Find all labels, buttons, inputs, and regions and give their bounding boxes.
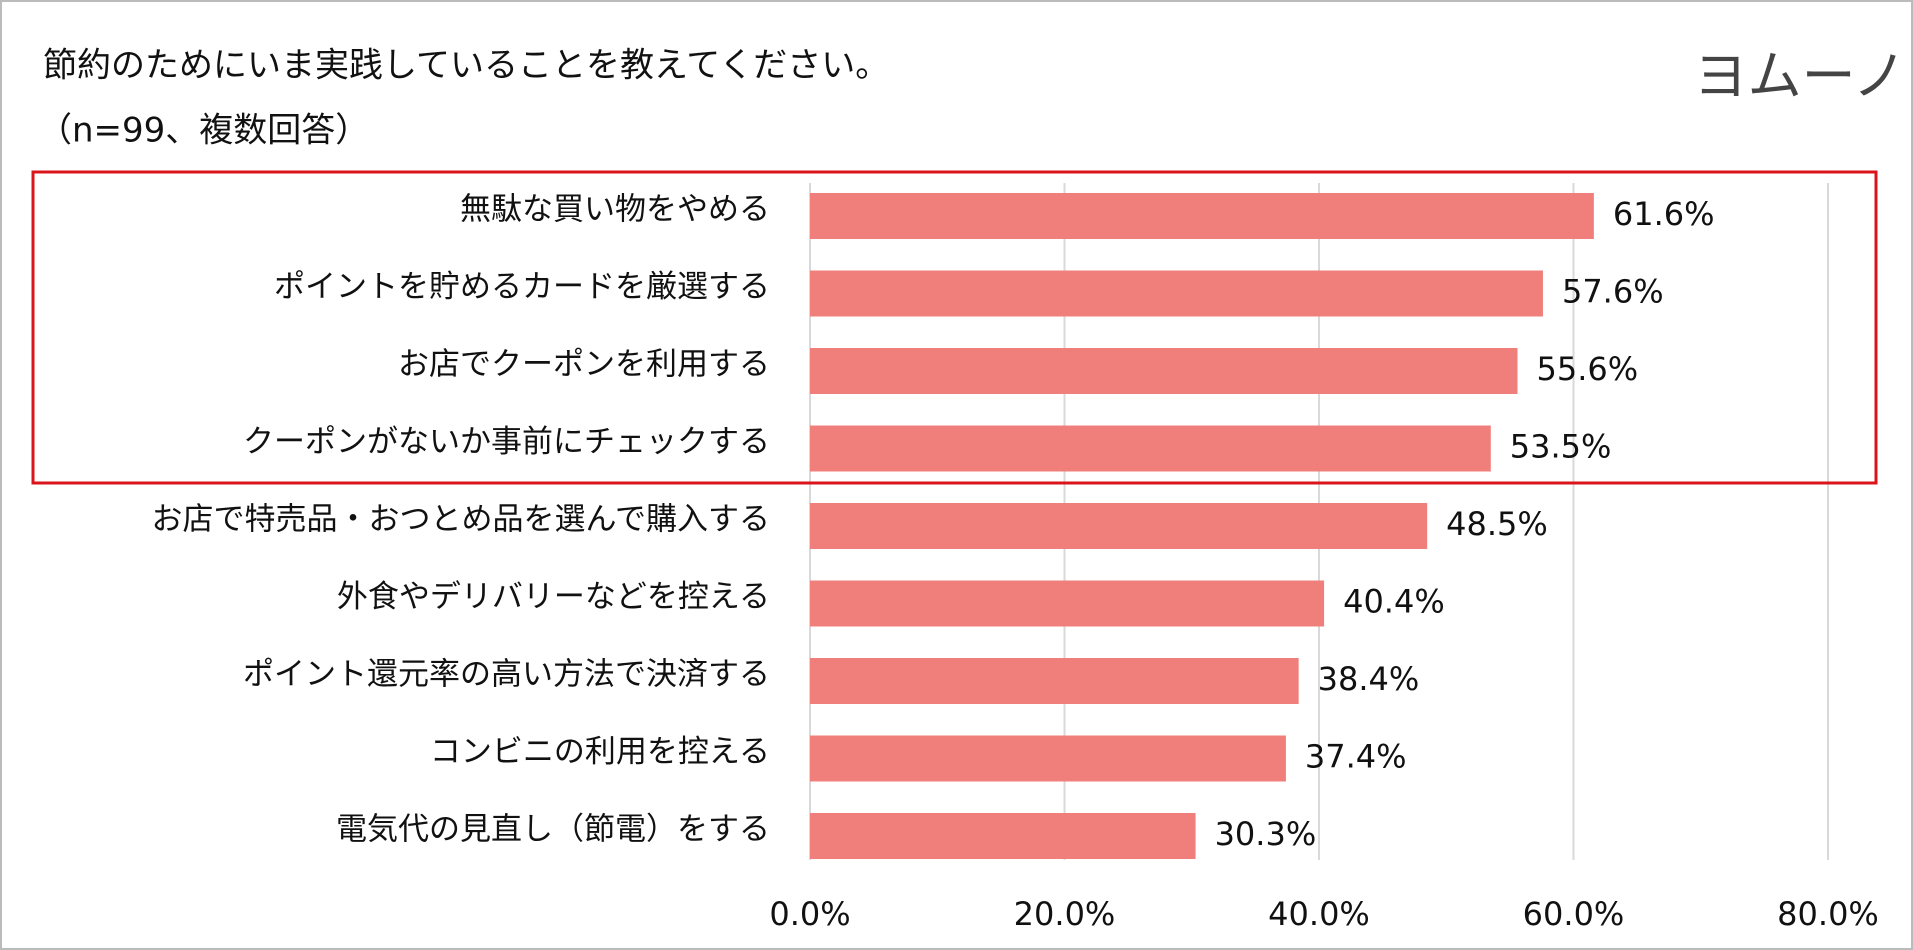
- bar: [810, 813, 1196, 859]
- bar: [810, 503, 1428, 549]
- category-label: 電気代の見直し（節電）をする: [336, 812, 770, 848]
- bar: [810, 425, 1491, 472]
- logo: ヨムーノ: [1694, 45, 1907, 108]
- chart-title: 節約のためにいま実践していることを教えてください。: [43, 46, 889, 86]
- value-label: 40.4%: [1343, 583, 1445, 621]
- value-label: 48.5%: [1446, 505, 1548, 543]
- highlight-box: [31, 170, 1878, 485]
- category-label: 外食やデリバリーなどを控える: [337, 579, 770, 615]
- value-label: 30.3%: [1215, 815, 1317, 853]
- category-label: 無駄な買い物をやめる: [460, 192, 770, 228]
- category-label: コンビニの利用を控える: [430, 734, 770, 770]
- value-label: 57.6%: [1562, 273, 1664, 311]
- value-label: 53.5%: [1510, 428, 1612, 466]
- bar: [810, 270, 1543, 317]
- x-tick-label: 20.0%: [1014, 895, 1116, 933]
- x-tick-label: 0.0%: [769, 895, 850, 933]
- bar: [810, 658, 1299, 704]
- category-label: お店でクーポンを利用する: [398, 347, 770, 383]
- category-label: ポイント還元率の高い方法で決済する: [243, 657, 770, 693]
- category-label: クーポンがないか事前にチェックする: [243, 424, 770, 460]
- category-label: お店で特売品・おつとめ品を選んで購入する: [152, 502, 770, 538]
- bar: [810, 735, 1286, 782]
- x-tick-label: 60.0%: [1523, 895, 1625, 933]
- category-label: ポイントを貯めるカードを厳選する: [274, 269, 770, 305]
- chart-subtitle: （n=99、複数回答）: [38, 111, 369, 151]
- bars: 無駄な買い物をやめる 61.6% ポイントを貯めるカードを厳選する 57.6% お店でク…: [152, 192, 1715, 859]
- x-tick-label: 40.0%: [1268, 895, 1370, 933]
- value-label: 37.4%: [1305, 738, 1407, 776]
- value-label: 61.6%: [1613, 195, 1715, 233]
- value-label: 55.6%: [1537, 350, 1639, 388]
- bar: [810, 580, 1325, 627]
- x-tick-label: 80.0%: [1777, 895, 1879, 933]
- bar: [810, 348, 1518, 394]
- bar: [810, 193, 1594, 239]
- value-label: 38.4%: [1318, 660, 1420, 698]
